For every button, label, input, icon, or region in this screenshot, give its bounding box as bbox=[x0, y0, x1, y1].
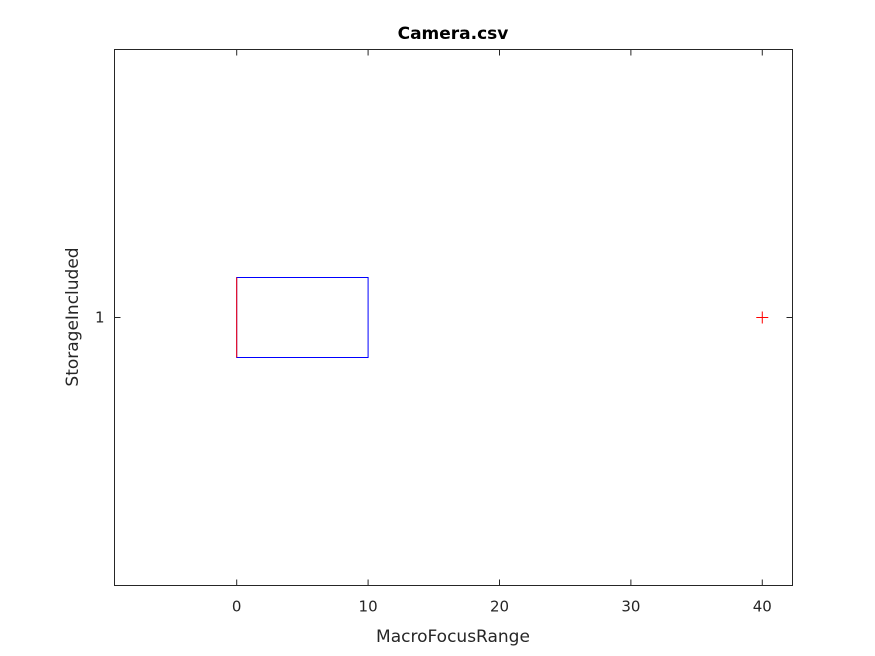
x-tick-label: 40 bbox=[753, 598, 772, 616]
plot-area bbox=[114, 49, 793, 586]
chart-title: Camera.csv bbox=[398, 24, 509, 44]
x-tick-label: 20 bbox=[490, 598, 509, 616]
outlier-marker bbox=[756, 311, 769, 324]
x-tick-label: 10 bbox=[359, 598, 378, 616]
y-axis: 1 bbox=[95, 309, 793, 327]
x-tick-label: 30 bbox=[621, 598, 640, 616]
x-axis: 0 10 20 30 40 bbox=[232, 49, 772, 616]
y-axis-label: StorageIncluded bbox=[63, 247, 83, 386]
x-tick-label: 0 bbox=[232, 598, 242, 616]
y-tick-label: 1 bbox=[95, 309, 105, 327]
x-axis-label: MacroFocusRange bbox=[376, 627, 530, 647]
box bbox=[236, 277, 369, 358]
box-series bbox=[236, 277, 769, 358]
